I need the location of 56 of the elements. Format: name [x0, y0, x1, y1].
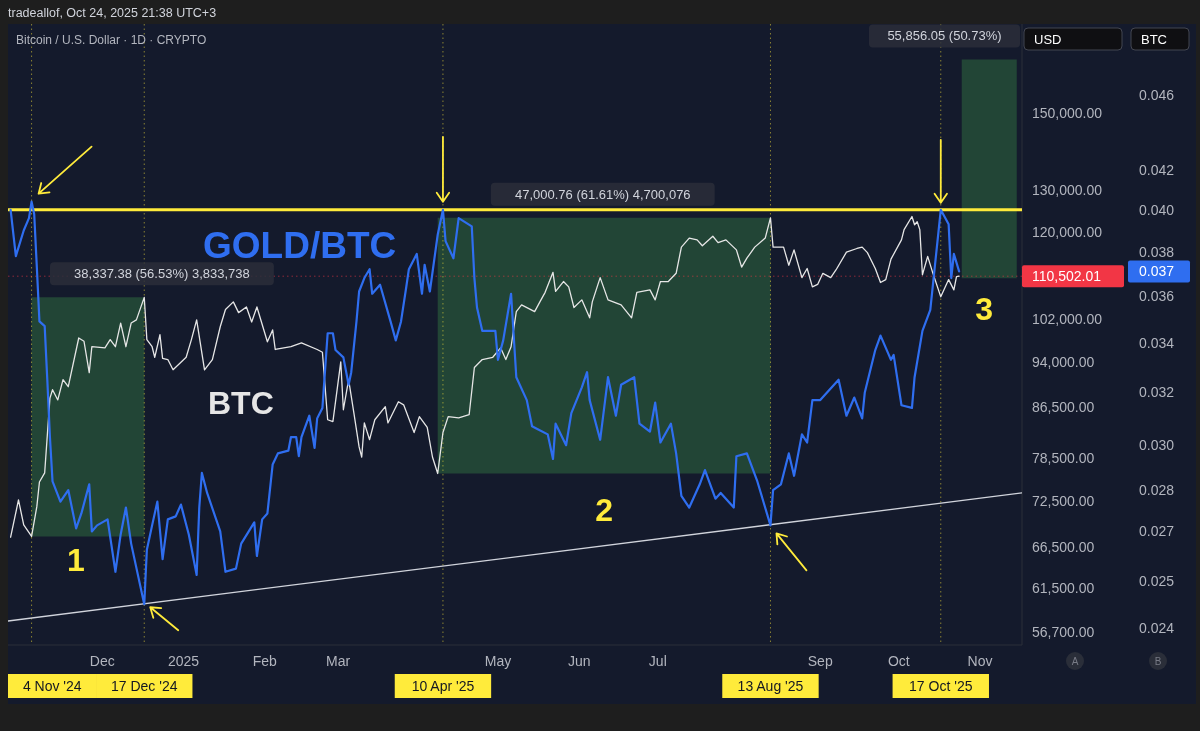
- ref-line-label: 13 Aug '25: [737, 678, 804, 694]
- y-tick-label: 0.042: [1139, 161, 1175, 178]
- ref-line-label: 17 Oct '25: [909, 678, 973, 694]
- ref-line-label: 17 Dec '24: [111, 678, 178, 694]
- y-tick-label: 0.034: [1139, 334, 1175, 351]
- line-series: [9, 215, 960, 538]
- y-tick-label: 120,000.00: [1032, 224, 1103, 241]
- annotation: 47,000.76 (61.61%) 4,700,076: [514, 186, 691, 202]
- y-tick-label: 0.046: [1139, 87, 1175, 104]
- x-tick-label: Sep: [807, 653, 833, 669]
- y-tick-label: 66,500.00: [1032, 538, 1095, 555]
- y-tick-label: 0.032: [1139, 384, 1175, 401]
- annotation: 38,337.38 (56.53%) 3,833,738: [74, 266, 250, 282]
- text: tradeallof, Oct 24, 2025 21:38 UTC+3: [8, 6, 217, 20]
- x-tick-label: May: [484, 653, 512, 669]
- x-tick-label: Nov: [967, 653, 993, 669]
- y-tick-label: 0.027: [1139, 523, 1175, 540]
- y-tick-label: 102,000.00: [1032, 310, 1103, 327]
- line-series: [9, 200, 961, 606]
- y-tick-label: 72,500.00: [1032, 492, 1095, 509]
- y-tick-label: 86,500.00: [1032, 398, 1095, 415]
- y-axis-title: BTC: [1141, 31, 1167, 47]
- y-tick-label: 0.030: [1139, 437, 1175, 454]
- annotation: 3: [975, 291, 994, 328]
- x-tick-label: Oct: [887, 653, 910, 669]
- y-axis-title: USD: [1034, 31, 1062, 47]
- y-tick-label: 0.028: [1139, 482, 1175, 499]
- text: B: [1154, 655, 1162, 667]
- ref-line-label: 110,502.01: [1032, 268, 1102, 285]
- series-label: BTC: [208, 385, 274, 421]
- x-tick-label: Jun: [567, 653, 591, 669]
- y-tick-label: 150,000.00: [1032, 105, 1103, 122]
- y-tick-label: 61,500.00: [1032, 580, 1095, 597]
- x-tick-label: Mar: [326, 653, 351, 669]
- text: A: [1071, 655, 1079, 667]
- y-tick-label: 0.024: [1139, 619, 1175, 636]
- x-tick-label: 2025: [167, 653, 200, 669]
- y-tick-label: 0.040: [1139, 201, 1175, 218]
- x-tick-label: Dec: [89, 653, 115, 669]
- ref-line-label: 4 Nov '24: [22, 678, 82, 694]
- y-tick-label: 94,000.00: [1032, 354, 1095, 371]
- y-tick-label: 78,500.00: [1032, 450, 1095, 467]
- y-tick-label: 0.038: [1139, 243, 1175, 260]
- text: 0.037: [1139, 263, 1175, 280]
- annotation: 55,856.05 (50.73%): [887, 28, 1002, 44]
- ref-line-label: 10 Apr '25: [411, 678, 475, 694]
- annotation: 1: [67, 542, 85, 579]
- y-tick-label: 130,000.00: [1032, 181, 1103, 198]
- y-tick-label: 0.025: [1139, 573, 1175, 590]
- y-tick-label: 56,700.00: [1032, 623, 1095, 640]
- text: Bitcoin / U.S. Dollar · 1D · CRYPTO: [16, 33, 207, 47]
- y-tick-label: 0.036: [1139, 288, 1175, 305]
- series-label: GOLD/BTC: [203, 224, 397, 266]
- x-tick-label: Jul: [648, 653, 667, 669]
- annotation: 2: [595, 491, 613, 528]
- x-tick-label: Feb: [252, 653, 278, 669]
